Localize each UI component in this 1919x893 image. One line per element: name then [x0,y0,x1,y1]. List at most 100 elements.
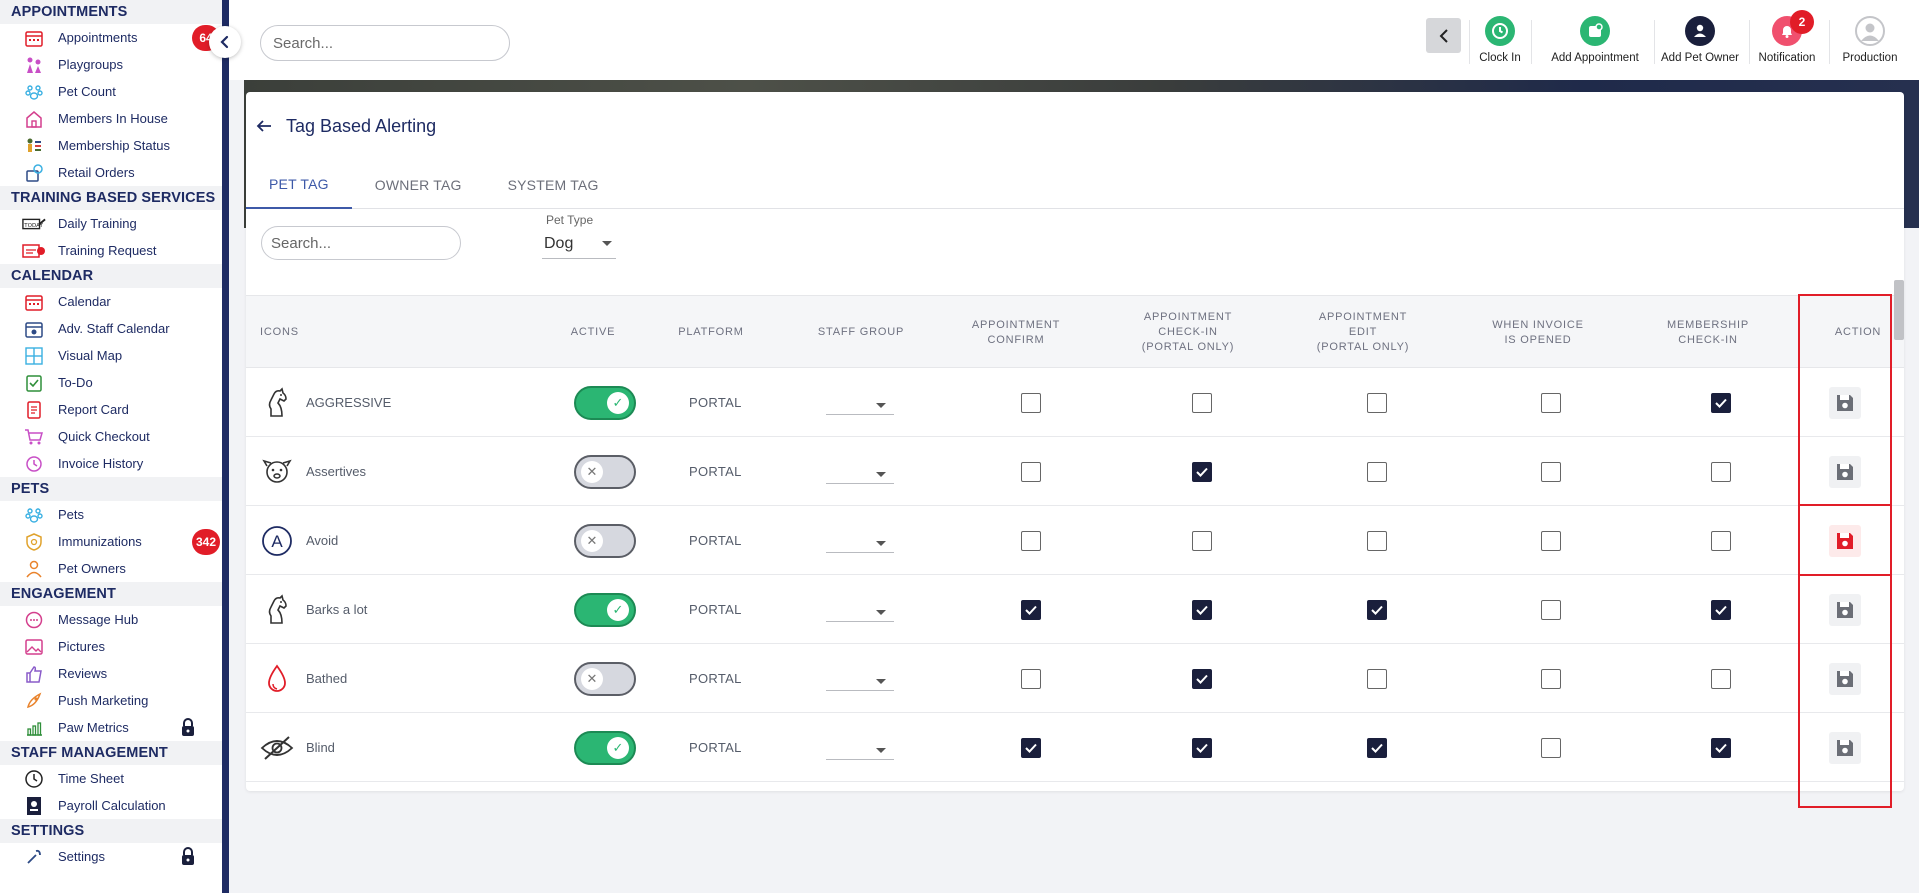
page-scrollbar[interactable] [1894,280,1904,340]
save-icon [1837,463,1853,480]
tag-search-input[interactable] [261,226,461,260]
staff-group-select[interactable] [826,736,894,760]
appointment-edit-checkbox[interactable] [1367,668,1387,689]
sidebar-item-push-marketing[interactable]: Push Marketing [0,687,222,714]
appointment-edit-checkbox[interactable] [1367,461,1387,482]
active-toggle[interactable]: ✓ [574,730,636,765]
appointment-confirm-checkbox[interactable] [1021,668,1041,689]
sidebar-item-quick-checkout[interactable]: Quick Checkout [0,423,222,450]
active-toggle[interactable]: ✓ [574,592,636,627]
appointment-check-in-checkbox[interactable] [1192,668,1212,689]
sidebar-item-retail-orders[interactable]: Retail Orders [0,159,222,186]
global-search-input[interactable] [260,25,510,61]
action-cell [1829,713,1861,782]
sidebar-item-visual-map[interactable]: Visual Map [0,342,222,369]
tab-system-tag[interactable]: SYSTEM TAG [507,176,599,193]
active-toggle[interactable]: ✕ [574,454,636,489]
add-pet-owner-button[interactable]: Add Pet Owner [1655,16,1745,66]
invoice-opened-checkbox[interactable] [1541,392,1561,413]
appointment-confirm-checkbox[interactable] [1021,599,1041,620]
invoice-opened-checkbox[interactable] [1541,737,1561,758]
save-button[interactable] [1829,455,1861,488]
appointment-check-in-checkbox[interactable] [1192,461,1212,482]
tag-name: Blind [306,740,335,755]
add-pet-owner-label: Add Pet Owner [1661,52,1739,64]
staff-group-select[interactable] [826,391,894,415]
sidebar-item-paw-metrics[interactable]: Paw Metrics [0,714,222,741]
back-arrow-icon[interactable] [256,119,272,133]
sidebar-item-invoice-history[interactable]: Invoice History [0,450,222,477]
appointment-check-in-checkbox[interactable] [1192,392,1212,413]
save-button[interactable] [1829,662,1861,695]
save-button[interactable] [1829,386,1861,419]
profile-button[interactable]: Production [1837,16,1903,66]
active-toggle[interactable]: ✕ [574,661,636,696]
appointment-edit-checkbox[interactable] [1367,392,1387,413]
staff-group-select[interactable] [826,598,894,622]
appointment-check-in-checkbox[interactable] [1192,599,1212,620]
sidebar-item-adv-staff-calendar[interactable]: Adv. Staff Calendar [0,315,222,342]
sidebar-item-time-sheet[interactable]: Time Sheet [0,765,222,792]
sidebar-item-reviews[interactable]: Reviews [0,660,222,687]
invoice-opened-checkbox[interactable] [1541,461,1561,482]
back-button[interactable] [1426,18,1461,53]
invoice-opened-checkbox[interactable] [1541,530,1561,551]
sidebar-item-message-hub[interactable]: Message Hub [0,606,222,633]
pet-type-select[interactable]: Dog [542,231,616,259]
save-button[interactable] [1829,524,1861,557]
tab-pet-tag[interactable]: PET TAG [246,160,352,209]
sidebar-scrollbar[interactable] [222,0,229,893]
appointment-edit-checkbox[interactable] [1367,599,1387,620]
membership-check-in-checkbox[interactable] [1711,530,1731,551]
appointment-confirm-checkbox[interactable] [1021,737,1041,758]
sidebar-item-pets[interactable]: Pets [0,501,222,528]
invoice-opened-checkbox[interactable] [1541,599,1561,620]
sidebar-item-payroll-calculation[interactable]: Payroll Calculation [0,792,222,819]
tab-owner-tag[interactable]: OWNER TAG [374,176,462,193]
sidebar-item-label: Message Hub [58,612,139,627]
appointment-check-in-checkbox[interactable] [1192,737,1212,758]
active-toggle[interactable]: ✕ [574,523,636,558]
staff-group-select[interactable] [826,529,894,553]
sidebar-item-membership-status[interactable]: Membership Status [0,132,222,159]
sidebar-item-training-request[interactable]: Training Request [0,237,222,264]
membership-check-in-checkbox[interactable] [1711,599,1731,620]
sidebar-item-to-do[interactable]: To-Do [0,369,222,396]
staff-group-select[interactable] [826,667,894,691]
membership-check-in-checkbox[interactable] [1711,737,1731,758]
save-button[interactable] [1829,731,1861,764]
sidebar-item-pet-owners[interactable]: Pet Owners [0,555,222,582]
sidebar-item-immunizations[interactable]: Immunizations 342 [0,528,222,555]
staff-group-select[interactable] [826,460,894,484]
appointment-confirm-checkbox[interactable] [1021,461,1041,482]
sidebar-item-pet-count[interactable]: Pet Count [0,78,222,105]
sidebar-item-report-card[interactable]: Report Card [0,396,222,423]
membership-check-in-checkbox[interactable] [1711,392,1731,413]
save-button[interactable] [1829,593,1861,626]
membership-check-in-checkbox[interactable] [1711,461,1731,482]
invoice-opened-checkbox[interactable] [1541,668,1561,689]
active-toggle[interactable]: ✓ [574,385,636,420]
appointment-edit-checkbox[interactable] [1367,737,1387,758]
timesheet-icon [22,768,46,790]
sidebar-item-appointments[interactable]: Appointments 64 [0,24,222,51]
staff-group-cell [826,713,894,782]
sidebar-item-members-in-house[interactable]: Members In House [0,105,222,132]
sidebar-item-daily-training[interactable]: TODAY Daily Training [0,210,222,237]
membership-check-in-checkbox[interactable] [1711,668,1731,689]
appointment-check-in-checkbox[interactable] [1192,530,1212,551]
collapse-sidebar-button[interactable] [209,26,241,58]
sidebar-item-pictures[interactable]: Pictures [0,633,222,660]
staff-group-cell [826,506,894,575]
appointment-confirm-checkbox[interactable] [1021,392,1041,413]
sidebar-item-settings[interactable]: Settings [0,843,222,870]
appointment-confirm-checkbox[interactable] [1021,530,1041,551]
sidebar-item-calendar[interactable]: Calendar [0,288,222,315]
sidebar-item-playgroups[interactable]: Playgroups [0,51,222,78]
clock-in-button[interactable]: Clock In [1479,16,1521,66]
notification-button[interactable]: 2 Notification [1752,10,1822,66]
appointment-edit-checkbox[interactable] [1367,530,1387,551]
sidebar-item-label: Time Sheet [58,771,124,786]
add-appointment-button[interactable]: Add Appointment [1540,16,1650,66]
retail-icon [22,162,46,184]
